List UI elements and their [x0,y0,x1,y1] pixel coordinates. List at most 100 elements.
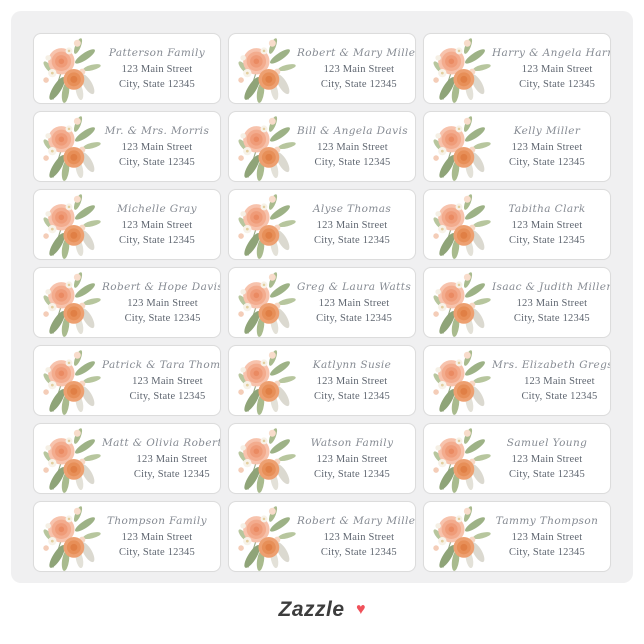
bouquet-icon [431,426,492,493]
address-line2: City, State 12345 [320,546,397,558]
address-line2: City, State 12345 [119,78,195,90]
label-text: Bill & Angela Davis 123 Main Street City… [297,125,415,169]
recipient-name: Kelly Miller [513,125,581,138]
address-label: Thompson Family 123 Main Street City, St… [33,501,221,572]
bouquet-icon [41,192,102,259]
address-line1: 123 Main Street [511,532,583,544]
address-line1: 123 Main Street [316,376,388,388]
recipient-name: Thompson Family [106,515,207,528]
address-label: Mrs. Elizabeth Gregson 123 Main Street C… [423,345,611,416]
label-text: Alyse Thomas 123 Main Street City, State… [297,203,415,247]
recipient-name: Patterson Family [108,47,206,60]
recipient-name: Robert & Hope Davis [102,281,221,294]
address-label: Greg & Laura Watts 123 Main Street City,… [228,267,416,338]
address-line2: City, State 12345 [320,78,397,90]
address-line2: City, State 12345 [314,390,390,402]
address-line1: 123 Main Street [511,142,583,154]
label-text: Katlynn Susie 123 Main Street City, Stat… [297,359,415,403]
address-label: Isaac & Judith Miller 123 Main Street Ci… [423,267,611,338]
address-line1: 123 Main Street [317,142,388,154]
label-text: Tammy Thompson 123 Main Street City, Sta… [492,515,610,559]
address-line1: 123 Main Street [132,376,203,388]
address-line2: City, State 12345 [314,156,391,168]
address-line1: 123 Main Street [121,142,193,154]
address-line2: City, State 12345 [119,234,195,246]
address-line1: 123 Main Street [121,64,193,76]
label-text: Matt & Olivia Robertson 123 Main Street … [102,437,220,481]
recipient-name: Harry & Angela Harris [492,47,611,60]
address-label: Tabitha Clark 123 Main Street City, Stat… [423,189,611,260]
bouquet-icon [41,270,102,337]
recipient-name: Tabitha Clark [508,203,586,216]
address-line1: 123 Main Street [121,532,193,544]
address-line1: 123 Main Street [127,298,198,310]
address-line1: 123 Main Street [323,532,395,544]
bouquet-icon [41,426,102,493]
label-text: Kelly Miller 123 Main Street City, State… [492,125,610,169]
label-text: Michelle Gray 123 Main Street City, Stat… [102,203,220,247]
label-text: Robert & Mary Miller 123 Main Street Cit… [297,515,415,559]
label-text: Greg & Laura Watts 123 Main Street City,… [297,281,415,325]
recipient-name: Alyse Thomas [312,203,392,216]
address-label: Patrick & Tara Thomas 123 Main Street Ci… [33,345,221,416]
address-line1: 123 Main Street [136,454,208,466]
address-label: Katlynn Susie 123 Main Street City, Stat… [228,345,416,416]
address-label: Michelle Gray 123 Main Street City, Stat… [33,189,221,260]
address-line2: City, State 12345 [316,312,393,324]
bouquet-icon [236,270,297,337]
recipient-name: Robert & Mary Miller [297,47,416,60]
address-line2: City, State 12345 [513,312,590,324]
address-line1: 123 Main Street [521,64,593,76]
label-text: Harry & Angela Harris 123 Main Street Ci… [492,47,611,91]
bouquet-icon [236,114,297,181]
address-label: Robert & Mary Miller 123 Main Street Cit… [228,501,416,572]
label-text: Watson Family 123 Main Street City, Stat… [297,437,415,481]
address-line1: 123 Main Street [121,220,193,232]
bouquet-icon [41,348,102,415]
bouquet-icon [431,270,492,337]
address-label: Alyse Thomas 123 Main Street City, State… [228,189,416,260]
bouquet-icon [41,114,102,181]
label-text: Isaac & Judith Miller 123 Main Street Ci… [492,281,610,325]
recipient-name: Samuel Young [506,437,588,450]
bouquet-icon [41,504,102,571]
recipient-name: Michelle Gray [116,203,198,216]
recipient-name: Patrick & Tara Thomas [102,359,221,372]
recipient-name: Mr. & Mrs. Morris [104,125,210,138]
recipient-name: Matt & Olivia Robertson [102,437,220,450]
label-text: Samuel Young 123 Main Street City, State… [492,437,610,481]
address-line2: City, State 12345 [133,468,210,480]
address-line2: City, State 12345 [314,468,390,480]
bouquet-icon [236,426,297,493]
address-line1: 123 Main Street [511,454,583,466]
label-text: Mr. & Mrs. Morris 123 Main Street City, … [102,125,220,169]
product-image-canvas: Patterson Family 123 Main Street City, S… [11,11,633,583]
bouquet-icon [431,192,492,259]
address-label: Harry & Angela Harris 123 Main Street Ci… [423,33,611,104]
bouquet-icon [236,348,297,415]
address-label: Robert & Mary Miller 123 Main Street Cit… [228,33,416,104]
bouquet-icon [236,504,297,571]
address-label: Robert & Hope Davis 123 Main Street City… [33,267,221,338]
bouquet-icon [431,348,492,415]
address-line2: City, State 12345 [119,546,195,558]
address-line1: 123 Main Street [318,298,390,310]
address-line2: City, State 12345 [129,390,206,402]
address-label: Watson Family 123 Main Street City, Stat… [228,423,416,494]
address-line2: City, State 12345 [509,546,585,558]
address-label: Patterson Family 123 Main Street City, S… [33,33,221,104]
address-line1: 123 Main Street [524,376,595,388]
bouquet-icon [431,114,492,181]
recipient-name: Katlynn Susie [312,359,392,372]
address-line2: City, State 12345 [509,156,585,168]
label-text: Mrs. Elizabeth Gregson 123 Main Street C… [492,359,610,403]
address-line1: 123 Main Street [323,64,395,76]
address-label: Samuel Young 123 Main Street City, State… [423,423,611,494]
labels-grid: Patterson Family 123 Main Street City, S… [33,33,611,572]
zazzle-logo: Zazzle [278,598,345,621]
label-text: Robert & Hope Davis 123 Main Street City… [102,281,221,325]
bouquet-icon [431,504,492,571]
address-label: Mr. & Mrs. Morris 123 Main Street City, … [33,111,221,182]
label-text: Thompson Family 123 Main Street City, St… [102,515,220,559]
recipient-name: Mrs. Elizabeth Gregson [492,359,610,372]
